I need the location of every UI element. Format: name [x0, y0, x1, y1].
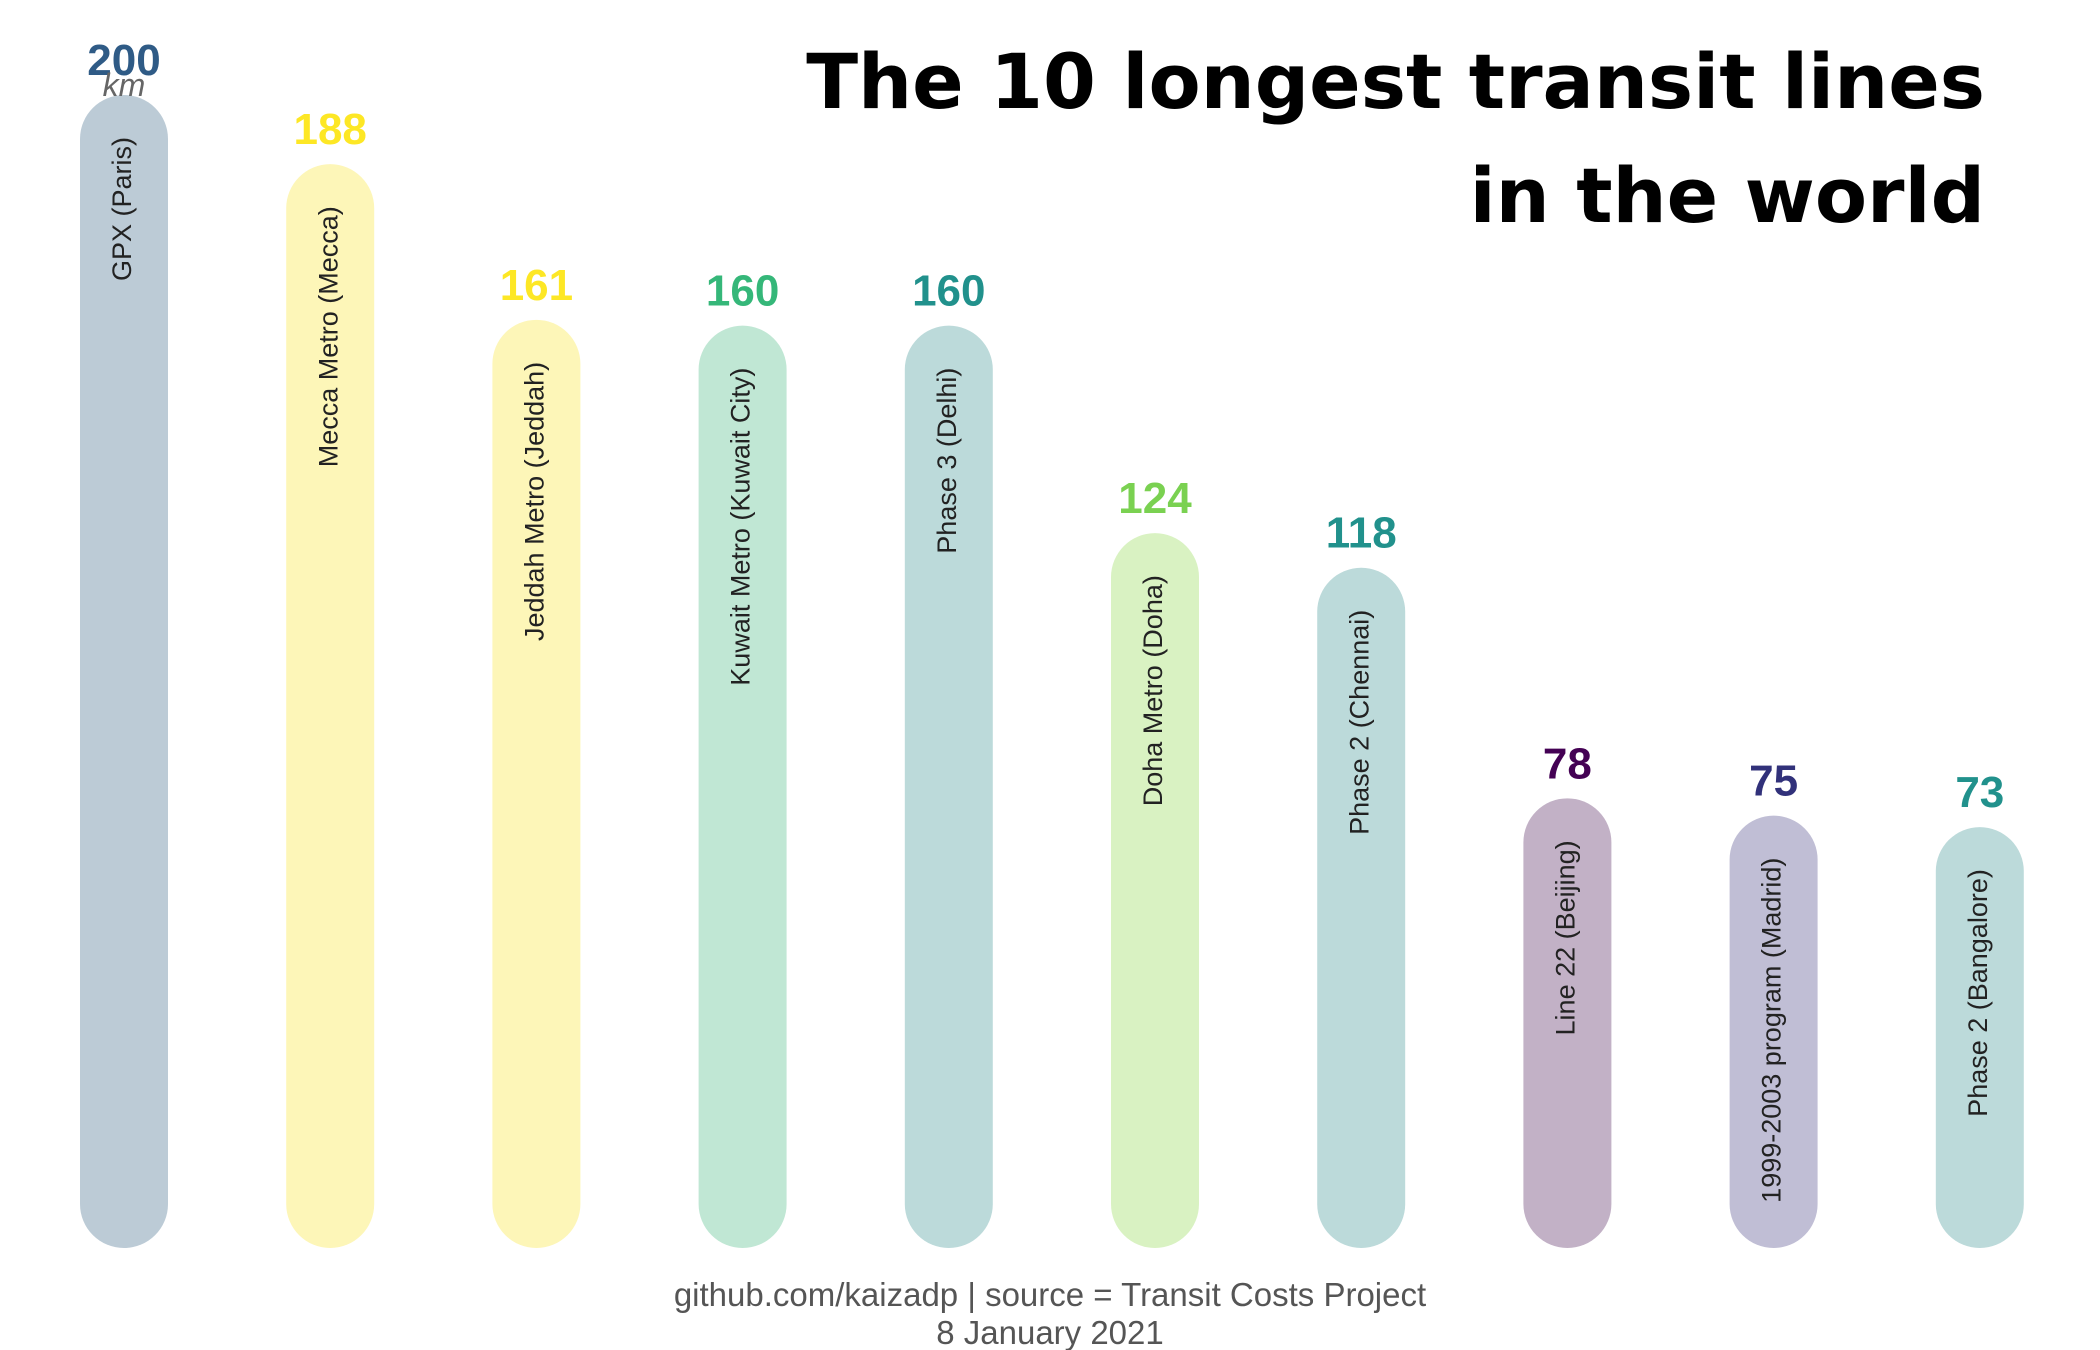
caption-source: github.com/kaizadp | source = Transit Co… [674, 1276, 1426, 1313]
bar-name-10: Phase 2 (Bangalore) [1963, 869, 1993, 1117]
bar-6 [1111, 533, 1199, 1248]
value-label-10: 73 [1955, 768, 2004, 817]
value-label-8: 78 [1543, 739, 1592, 788]
bar-name-3: Jeddah Metro (Jeddah) [520, 362, 550, 641]
bar-10 [1935, 827, 2024, 1248]
bar-7 [1317, 567, 1406, 1248]
bar-name-2: Mecca Metro (Mecca) [313, 206, 343, 467]
bar-5 [904, 325, 993, 1249]
bar-name-6: Doha Metro (Doha) [1138, 575, 1168, 806]
unit-label: km [103, 67, 146, 103]
bar-name-7: Phase 2 (Chennai) [1344, 610, 1374, 835]
bar-name-1: GPX (Paris) [107, 137, 137, 281]
bar-8 [1523, 798, 1612, 1248]
bar-4 [698, 325, 787, 1249]
value-label-4: 160 [706, 267, 779, 316]
bar-name-5: Phase 3 (Delhi) [932, 368, 962, 554]
bars-layer [80, 95, 2024, 1249]
bar-3 [492, 319, 581, 1249]
value-label-3: 161 [500, 261, 573, 310]
value-label-9: 75 [1749, 757, 1798, 806]
caption-date: 8 January 2021 [936, 1314, 1164, 1350]
bar-name-8: Line 22 (Beijing) [1551, 840, 1581, 1035]
value-label-6: 124 [1118, 474, 1192, 523]
labels-layer: 200 GPX (Paris) 188 Mecca Metro (Mecca) 161 J… [87, 36, 2004, 1203]
bar-1 [80, 95, 168, 1248]
bar-2 [286, 164, 375, 1249]
value-label-1: 200 [87, 36, 160, 85]
value-label-7: 118 [1326, 509, 1397, 558]
chart-title-line-2: in the world [1470, 151, 1985, 240]
value-label-5: 160 [912, 267, 985, 316]
value-label-2: 188 [293, 105, 366, 154]
bar-name-4: Kuwait Metro (Kuwait City) [726, 368, 756, 686]
bar-name-9: 1999-2003 program (Madrid) [1757, 858, 1787, 1203]
chart-title-line-1: The 10 longest transit lines [806, 37, 1985, 126]
bar-9 [1729, 815, 1818, 1248]
